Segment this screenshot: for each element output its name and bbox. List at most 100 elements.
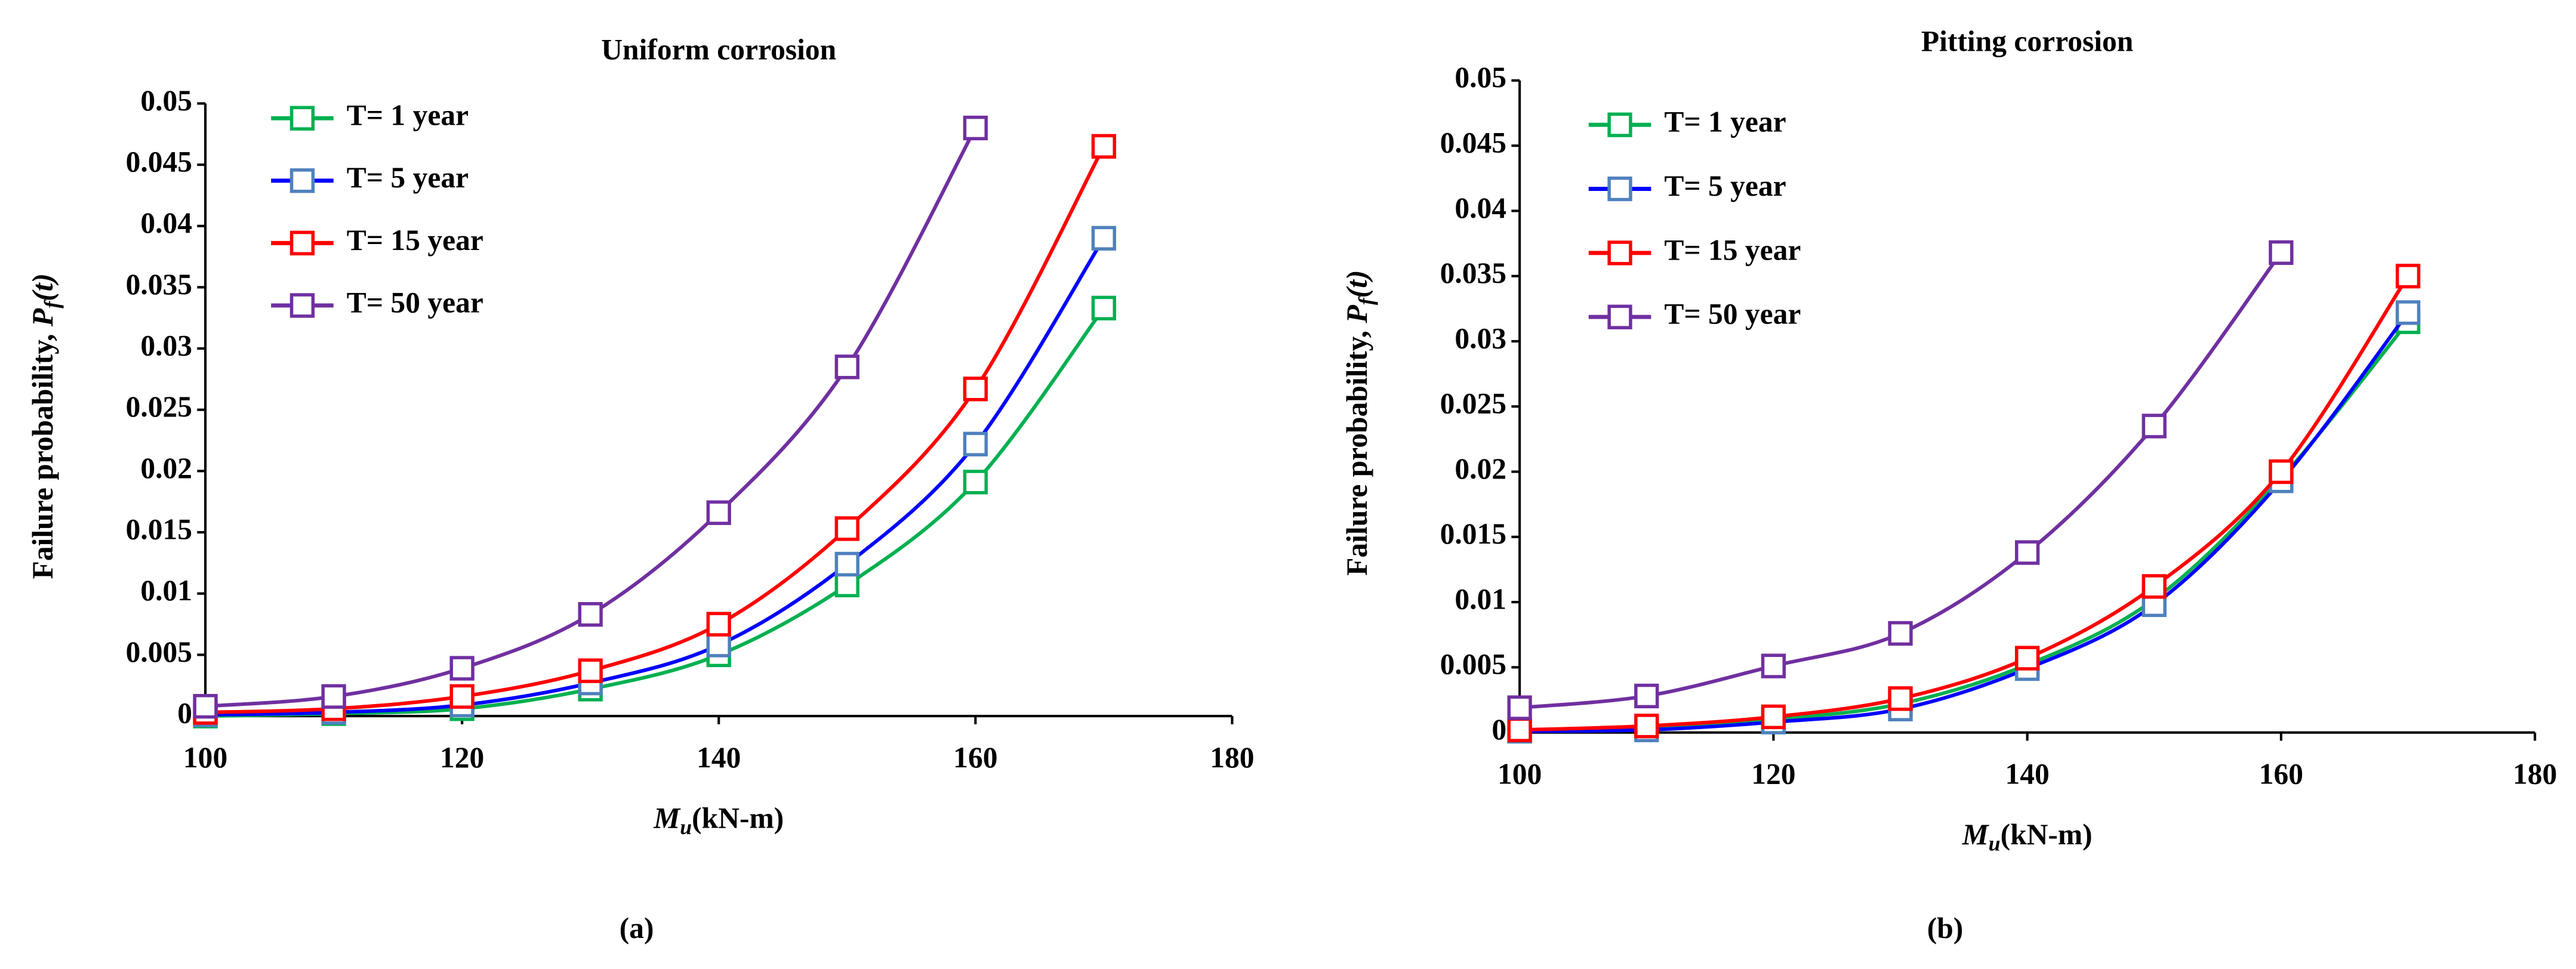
legend-marker — [289, 168, 315, 193]
plot-area — [193, 115, 1117, 729]
x-label-part: (kN-m) — [2001, 818, 2093, 851]
y-axis-label: Failure probability, Pf(t) — [26, 273, 64, 579]
point-marker — [2269, 459, 2294, 484]
y-label-part: P — [1341, 305, 1373, 324]
y-tick-label: 0.005 — [1440, 648, 1506, 681]
point-marker — [2395, 264, 2421, 289]
y-tick-label: 0.02 — [140, 452, 192, 484]
y-label-part: (t) — [26, 273, 59, 301]
point-marker — [1761, 704, 1786, 730]
legend-label: T= 1 year — [347, 99, 469, 132]
x-label-part: (kN-m) — [692, 802, 784, 835]
point-marker — [834, 516, 859, 541]
x-tick-label: 100 — [1497, 757, 1542, 790]
point-marker — [1507, 695, 1532, 720]
y-label-part: Failure probability, — [26, 326, 59, 579]
y-tick-label: 0 — [1492, 713, 1506, 746]
x-tick-label: 120 — [1751, 757, 1795, 790]
legend-marker — [1607, 176, 1632, 202]
series-line — [205, 307, 1105, 718]
point-marker — [1761, 653, 1786, 678]
point-marker — [449, 656, 474, 681]
chart-title: Pitting corrosion — [1921, 25, 2133, 58]
point-marker — [2015, 540, 2040, 565]
y-tick-label: 0.02 — [1455, 452, 1506, 485]
point-marker — [578, 602, 603, 627]
legend-marker — [1607, 240, 1632, 266]
x-tick-label: 160 — [953, 741, 997, 774]
y-tick-label: 0.05 — [1455, 61, 1506, 94]
point-marker — [321, 684, 346, 709]
plot-area — [1507, 240, 2421, 744]
chart-panel: 0 0.005 0.01 0.015 0.02 0.025 0.03 0.035 0.04 0.0… — [1341, 25, 2557, 945]
point-marker — [963, 431, 988, 456]
x-axis-label: Mu(kN-m) — [653, 802, 784, 840]
legend-marker — [289, 106, 315, 131]
point-marker — [2395, 300, 2421, 325]
chart-title: Uniform corrosion — [601, 33, 836, 66]
series-line — [1520, 320, 2409, 733]
y-tick-label: 0.025 — [126, 390, 192, 423]
panel-label: (b) — [1927, 912, 1964, 945]
y-label-part: f — [1354, 296, 1378, 305]
legend-marker — [1607, 304, 1632, 329]
y-tick-label: 0.045 — [1440, 126, 1506, 159]
y-axis-label: Failure probability, Pf(t) — [1341, 270, 1378, 576]
x-tick-label: 180 — [2513, 757, 2557, 790]
point-marker — [1091, 134, 1117, 159]
point-marker — [193, 694, 218, 719]
x-tick-label: 180 — [1210, 741, 1254, 774]
y-tick-label: 0.035 — [126, 268, 192, 301]
legend-label: T= 50 year — [1664, 298, 1801, 331]
point-marker — [1507, 717, 1532, 742]
series-line — [1520, 311, 2409, 733]
point-marker — [2141, 574, 2167, 599]
panel-label: (a) — [620, 912, 654, 945]
y-tick-label: 0.035 — [1440, 257, 1506, 289]
x-tick-label: 100 — [183, 741, 227, 774]
y-tick-label: 0.05 — [140, 84, 192, 117]
y-tick-label: 0.015 — [126, 513, 192, 545]
point-marker — [834, 354, 859, 379]
legend-label: T= 50 year — [347, 286, 483, 319]
legend-label: T= 15 year — [347, 224, 483, 257]
y-tick-label: 0.03 — [1455, 322, 1506, 354]
legend-label: T= 5 year — [1664, 169, 1786, 202]
x-tick-label: 160 — [2259, 757, 2303, 790]
y-tick-label: 0.01 — [140, 574, 192, 607]
y-tick-label: 0.03 — [140, 329, 192, 362]
point-marker — [578, 658, 603, 683]
x-label-part: u — [1989, 832, 2001, 856]
y-label-part: f — [40, 300, 64, 308]
y-label-part: Failure probability, — [1341, 323, 1373, 576]
point-marker — [449, 684, 474, 709]
point-marker — [1888, 621, 1913, 646]
legend-label: T= 5 year — [347, 161, 469, 194]
point-marker — [963, 470, 988, 495]
x-tick-label: 140 — [697, 741, 741, 774]
legend-marker — [289, 293, 315, 318]
point-marker — [834, 551, 859, 577]
y-tick-label: 0.04 — [1455, 192, 1506, 224]
chart-panel: 0 0.005 0.01 0.015 0.02 0.025 0.03 0.035 0.04 0.0… — [26, 33, 1254, 945]
point-marker — [834, 572, 859, 598]
y-label-part: (t) — [1341, 270, 1373, 298]
x-tick-label: 120 — [440, 741, 484, 774]
point-marker — [1091, 295, 1117, 320]
point-marker — [1888, 686, 1913, 711]
point-marker — [2015, 646, 2040, 671]
legend-label: T= 1 year — [1664, 106, 1786, 138]
point-marker — [706, 612, 731, 637]
y-label-part: P — [26, 308, 59, 327]
y-tick-label: 0 — [177, 696, 192, 729]
y-tick-label: 0.025 — [1440, 387, 1506, 420]
legend-marker — [1607, 112, 1632, 137]
point-marker — [963, 115, 988, 141]
series-line — [1520, 275, 2410, 732]
point-marker — [2269, 240, 2294, 266]
legend-marker — [289, 230, 315, 256]
point-marker — [1634, 714, 1659, 739]
point-marker — [2141, 413, 2167, 439]
x-axis-label: Mu(kN-m) — [1962, 818, 2093, 856]
